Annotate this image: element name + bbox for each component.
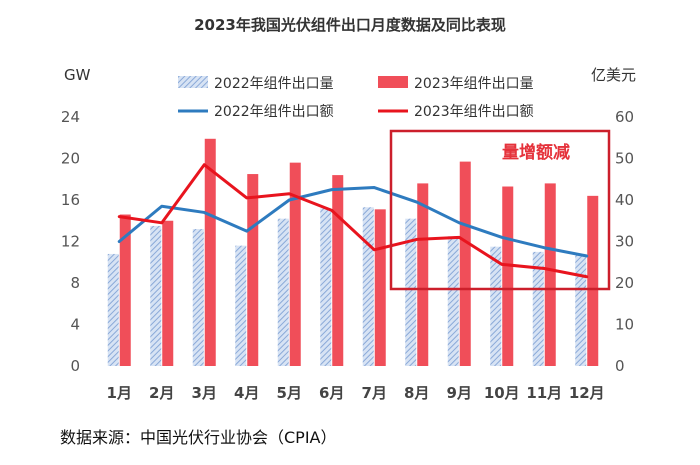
bar-2022-volume: [277, 218, 289, 366]
bar-2023-volume: [417, 183, 429, 366]
legend-label-2023-value: 2023年组件出口额: [414, 104, 534, 120]
source-note: 数据来源：中国光伏行业协会（CPIA）: [60, 428, 337, 447]
bar-2022-volume: [405, 218, 417, 366]
left-tick-label: 20: [61, 150, 80, 168]
bar-2022-volume: [575, 253, 587, 366]
x-tick-label: 1月: [107, 384, 132, 402]
bar-2023-volume: [204, 138, 216, 366]
bar-2022-volume: [532, 251, 544, 366]
left-tick-label: 4: [70, 316, 80, 334]
x-tick-label: 4月: [234, 384, 259, 402]
bar-2022-volume: [107, 253, 119, 366]
right-tick-label: 0: [615, 357, 625, 375]
bar-2022-volume: [192, 229, 204, 366]
right-tick-label: 60: [615, 108, 634, 126]
bar-2023-volume: [332, 175, 344, 366]
bar-2023-volume: [502, 186, 514, 366]
bar-2023-volume: [544, 183, 556, 366]
right-tick-label: 30: [615, 233, 634, 251]
x-axis-ticks: 1月 2月 3月 4月 5月 6月 7月 8月 9月 10月 11月 12月: [107, 384, 605, 402]
x-tick-label: 5月: [277, 384, 302, 402]
left-axis-unit: GW: [64, 66, 91, 84]
bar-2023-volume: [247, 174, 259, 366]
bar-2023-volume: [119, 214, 131, 366]
bar-2022-volume: [447, 236, 459, 366]
legend-label-2022-value: 2022年组件出口额: [214, 104, 334, 120]
left-tick-label: 8: [70, 274, 80, 292]
line-2022-value: [117, 186, 589, 258]
bar-2022-volume: [490, 246, 502, 366]
bar-2023-volume: [459, 161, 471, 366]
legend-swatch-2023-volume: [378, 76, 408, 88]
bar-2022-volume: [320, 208, 332, 366]
bar-2023-volume: [289, 162, 301, 366]
value-lines: [117, 163, 589, 279]
legend-label-2023-volume: 2023年组件出口量: [414, 76, 534, 92]
legend-swatch-2022-volume: [178, 76, 208, 88]
left-axis-ticks: 0 4 8 12 16 20 24: [61, 108, 80, 375]
right-tick-label: 20: [615, 274, 634, 292]
right-axis-ticks: 0 10 20 30 40 50 60: [615, 108, 634, 375]
left-tick-label: 16: [61, 191, 80, 209]
annotation-box: [389, 129, 611, 291]
left-tick-label: 24: [61, 108, 80, 126]
bars-2022-volume: [107, 207, 587, 366]
x-tick-label: 10月: [484, 384, 520, 402]
x-tick-label: 7月: [362, 384, 387, 402]
bar-2023-volume: [374, 209, 386, 366]
x-tick-label: 9月: [447, 384, 472, 402]
bar-2022-volume: [150, 225, 162, 366]
bars-2023-volume: [119, 138, 599, 366]
bar-2023-volume: [162, 220, 174, 366]
right-tick-label: 10: [615, 316, 634, 334]
x-tick-label: 6月: [319, 384, 344, 402]
left-tick-label: 12: [61, 233, 80, 251]
x-tick-label: 12月: [569, 384, 605, 402]
x-tick-label: 11月: [526, 384, 562, 402]
legend: 2022年组件出口量 2023年组件出口量 2022年组件出口额 2023年组件…: [178, 76, 534, 120]
right-tick-label: 40: [615, 191, 634, 209]
left-tick-label: 0: [70, 357, 80, 375]
x-tick-label: 3月: [192, 384, 217, 402]
right-axis-unit: 亿美元: [591, 66, 636, 84]
legend-label-2022-volume: 2022年组件出口量: [214, 76, 334, 92]
bar-2022-volume: [362, 207, 374, 366]
line-2023-value: [117, 163, 589, 279]
right-tick-label: 50: [615, 150, 634, 168]
x-tick-label: 8月: [404, 384, 429, 402]
bar-2022-volume: [235, 245, 247, 366]
annotation-text: 量增额减: [502, 142, 570, 163]
bar-2023-volume: [587, 195, 599, 366]
chart-title: 2023年我国光伏组件出口月度数据及同比表现: [194, 16, 506, 34]
x-tick-label: 2月: [149, 384, 174, 402]
